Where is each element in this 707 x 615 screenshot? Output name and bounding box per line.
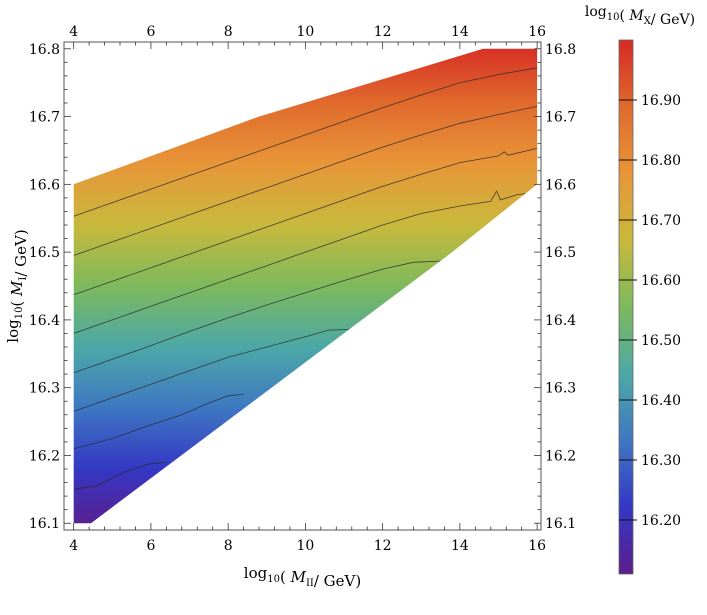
y-tick-label: 16.4 xyxy=(29,313,60,329)
colorbar-tick-label: 16.50 xyxy=(641,333,681,349)
x-tick-label-top: 12 xyxy=(374,24,392,40)
colorbar-tick-label: 16.90 xyxy=(641,93,681,109)
colorbar: 16.20 16.30 16.40 16.50 16.60 16.70 16.80 16.90… xyxy=(585,4,695,575)
x-tick-label: 16 xyxy=(528,538,546,554)
y-tick-label: 16.7 xyxy=(29,110,60,126)
y-tick-label-right: 16.5 xyxy=(545,245,576,261)
contour-line xyxy=(73,461,167,490)
colorbar-tick-label: 16.70 xyxy=(641,213,681,229)
contour-line xyxy=(73,394,244,450)
y-tick-label-right: 16.3 xyxy=(545,381,576,397)
contour-line xyxy=(73,329,352,412)
contour-line xyxy=(73,106,538,256)
colorbar-title: log10( MX/ GeV) xyxy=(585,4,695,28)
x-tick-label: 6 xyxy=(146,538,155,554)
y-tick-label: 16.8 xyxy=(29,42,60,58)
y-tick-label-right: 16.7 xyxy=(545,110,576,126)
y-tick-label-right: 16.8 xyxy=(545,42,576,58)
contour-line xyxy=(73,260,445,374)
y-tick-label-right: 16.4 xyxy=(545,313,576,329)
contour-line xyxy=(73,190,538,334)
colorbar-tick-label: 16.80 xyxy=(641,153,681,169)
y-tick-label: 16.6 xyxy=(29,177,60,193)
y-tick-label-right: 16.6 xyxy=(545,177,576,193)
y-tick-label: 16.1 xyxy=(29,516,60,532)
x-tick-label: 14 xyxy=(451,538,469,554)
plot-area: 4 4 6 6 8 8 10 10 12 12 14 14 16 16 16.1 16.1 16.2 16.2 16… xyxy=(29,24,576,554)
x-axis-label: log10( MII/ GeV) xyxy=(244,564,361,590)
y-tick-label: 16.5 xyxy=(29,245,60,261)
y-tick-label-right: 16.1 xyxy=(545,516,576,532)
x-tick-label: 10 xyxy=(296,538,314,554)
colorbar-tick-label: 16.20 xyxy=(641,513,681,529)
colorbar-gradient xyxy=(618,39,634,575)
y-tick-label-right: 16.2 xyxy=(545,448,576,464)
x-tick-label: 8 xyxy=(224,538,233,554)
y-tick-label: 16.3 xyxy=(29,381,60,397)
axis-ticks: 4 4 6 6 8 8 10 10 12 12 14 14 16 16 16.1 16.1 16.2 16.2 16… xyxy=(29,24,576,554)
x-tick-label: 12 xyxy=(374,538,392,554)
heatmap-field xyxy=(73,48,538,524)
colorbar-tick-label: 16.30 xyxy=(641,453,681,469)
y-axis-label: log10( MI/ GeV) xyxy=(4,229,30,342)
x-tick-label-top: 16 xyxy=(528,24,546,40)
colorbar-tick-label: 16.60 xyxy=(641,273,681,289)
x-tick-label-top: 4 xyxy=(69,24,78,40)
x-tick-label-top: 14 xyxy=(451,24,469,40)
contour-line xyxy=(73,148,538,296)
x-tick-label: 4 xyxy=(69,538,78,554)
contour-lines xyxy=(73,67,538,490)
y-tick-label: 16.2 xyxy=(29,448,60,464)
plot-frame xyxy=(63,41,542,531)
contour-line xyxy=(73,67,538,217)
colorbar-ticks: 16.20 16.30 16.40 16.50 16.60 16.70 16.80 16.90 xyxy=(619,93,681,529)
colorbar-tick-label: 16.40 xyxy=(641,393,681,409)
x-tick-label-top: 6 xyxy=(146,24,155,40)
x-tick-label-top: 8 xyxy=(224,24,233,40)
x-tick-label-top: 10 xyxy=(296,24,314,40)
